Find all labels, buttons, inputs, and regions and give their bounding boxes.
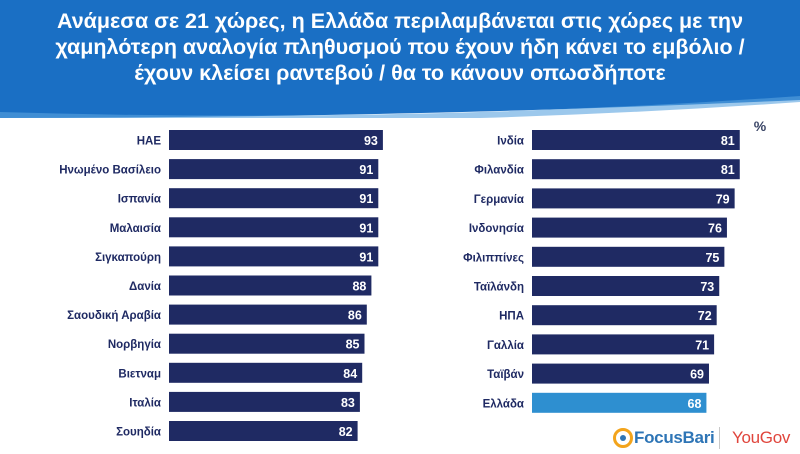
value-label: 84 <box>343 367 357 381</box>
bar-right <box>532 276 720 296</box>
title-line-2: χαμηλότερη αναλογία πληθυσμού που έχουν … <box>55 35 745 59</box>
value-label: 85 <box>346 338 360 352</box>
title-line-3: έχουν κλείσει ραντεβού / θα το κάνουν οπ… <box>134 61 666 85</box>
category-label: Δανία <box>129 281 161 293</box>
category-label: Φιλανδία <box>474 165 524 177</box>
category-label: Ινδονησία <box>469 223 524 235</box>
value-label: 71 <box>695 338 709 352</box>
focusbari-wordmark: FocusBari <box>634 428 715 447</box>
category-label: Νορβηγία <box>108 339 161 351</box>
category-label: Σαουδική Αραβία <box>67 310 161 322</box>
logos: FocusBari YouGov <box>612 424 800 452</box>
bar-right <box>532 246 725 267</box>
category-label: Βιετναμ <box>118 368 161 380</box>
bar-right <box>532 305 717 326</box>
bar-right <box>532 130 740 150</box>
value-label: 72 <box>698 309 712 323</box>
header-wave-background <box>0 0 800 118</box>
value-label: 91 <box>359 221 373 235</box>
bar-right <box>532 392 707 413</box>
bar-right <box>532 188 735 209</box>
category-label: Ινδία <box>497 136 524 148</box>
category-label: Γερμανία <box>474 194 524 206</box>
category-label: ΗΑΕ <box>137 136 162 148</box>
category-label: Φιλιππίνες <box>463 252 524 264</box>
focusbari-icon <box>613 428 633 448</box>
title-line-1: Ανάμεσα σε 21 χώρες, η Ελλάδα περιλαμβάν… <box>56 9 744 33</box>
value-label: 81 <box>721 134 735 148</box>
bar-left <box>169 188 379 209</box>
value-label: 86 <box>348 309 362 323</box>
category-label: Ταϊλάνδη <box>474 282 524 294</box>
category-label: Ιταλία <box>129 397 161 409</box>
category-label: Σουηδία <box>116 427 161 439</box>
value-label: 91 <box>359 250 373 264</box>
bar-left <box>169 362 363 383</box>
value-label: 88 <box>352 280 366 294</box>
value-label: 69 <box>690 368 704 382</box>
category-label: Μαλαισία <box>110 223 161 235</box>
bar-left <box>169 304 367 325</box>
value-label: 75 <box>705 251 719 265</box>
bar-right <box>532 217 727 238</box>
bar-right <box>532 334 715 355</box>
value-label: 76 <box>708 222 722 236</box>
bar-left <box>169 275 372 296</box>
page-title: Ανάμεσα σε 21 χώρες, η Ελλάδα περιλαμβάν… <box>0 8 800 86</box>
category-label: Σιγκαπούρη <box>95 252 161 264</box>
value-label: 91 <box>359 192 373 206</box>
yougov-wordmark: YouGov <box>732 428 791 447</box>
category-label: ΗΠΑ <box>499 311 524 323</box>
category-label: Γαλλία <box>487 340 524 352</box>
bar-left <box>169 130 383 150</box>
percent-unit-label: % <box>754 118 767 134</box>
value-label: 79 <box>716 192 730 206</box>
header-banner: Ανάμεσα σε 21 χώρες, η Ελλάδα περιλαμβάν… <box>0 0 800 118</box>
value-label: 83 <box>341 396 355 410</box>
bar-left <box>169 421 358 441</box>
bar-left <box>169 159 379 180</box>
logo-divider <box>719 427 720 449</box>
value-label: 91 <box>359 163 373 177</box>
bar-right <box>532 159 740 180</box>
bar-left <box>169 333 365 354</box>
bar-left <box>169 217 379 238</box>
value-label: 93 <box>364 134 378 148</box>
category-label: Ηνωμένο Βασίλειο <box>59 165 161 177</box>
bar-left <box>169 246 379 267</box>
value-label: 73 <box>700 280 714 294</box>
category-label: Ταϊβάν <box>487 369 524 381</box>
category-label: Ισπανία <box>118 194 161 206</box>
focusbari-logo: FocusBari <box>612 426 715 450</box>
bar-right <box>532 363 709 384</box>
value-label: 81 <box>721 163 735 177</box>
value-label: 82 <box>339 425 353 439</box>
bar-left <box>169 391 360 412</box>
value-label: 68 <box>688 397 702 411</box>
category-label: Ελλάδα <box>483 398 524 410</box>
